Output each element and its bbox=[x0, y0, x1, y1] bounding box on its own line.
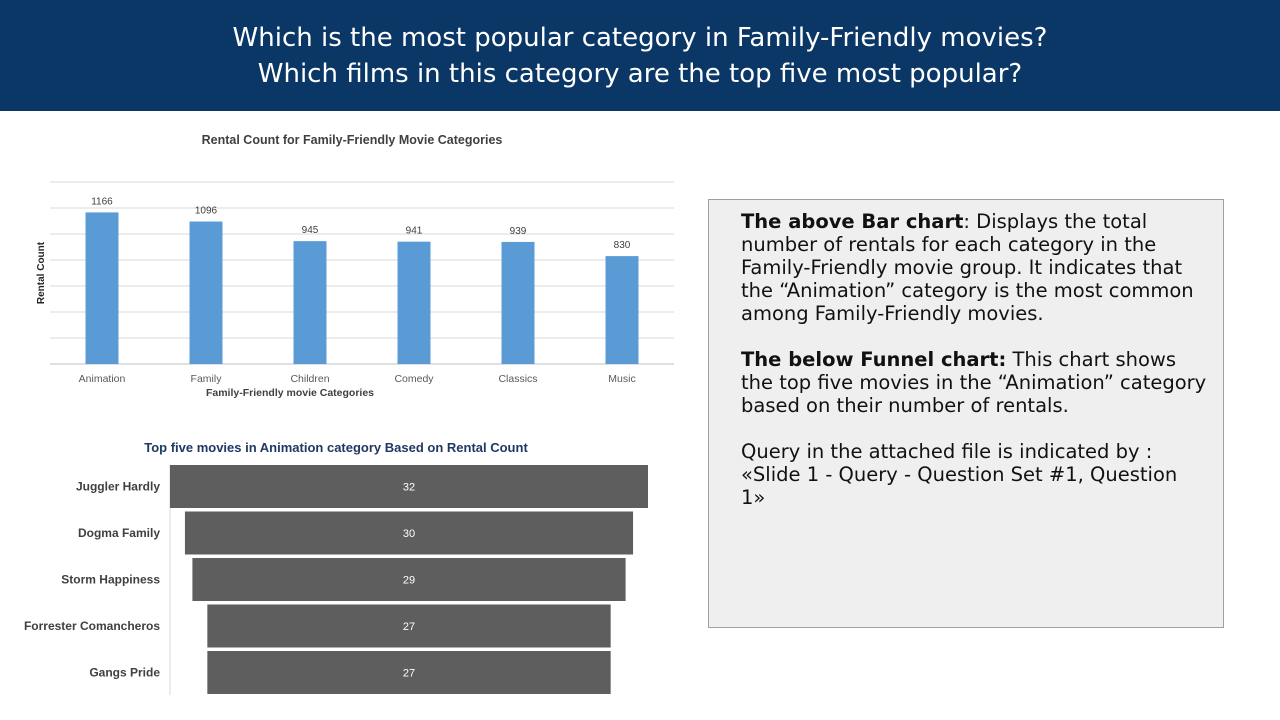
funnel-category-label: Forrester Comancheros bbox=[24, 619, 160, 633]
bar-data-label: 1096 bbox=[195, 206, 218, 217]
funnel-description: The below Funnel chart: This chart shows… bbox=[741, 348, 1207, 417]
description-box: The above Bar chart: Displays the total … bbox=[708, 199, 1224, 628]
funnel-description-heading: The below Funnel chart: bbox=[741, 348, 1007, 371]
funnel-data-label: 30 bbox=[403, 528, 415, 540]
funnel-bar bbox=[170, 465, 648, 508]
title-banner: Which is the most popular category in Fa… bbox=[0, 0, 1280, 111]
funnel-category-label: Storm Happiness bbox=[61, 573, 160, 587]
bar-category-label: Classics bbox=[498, 373, 537, 385]
funnel-description-text: This chart shows the top five movies in … bbox=[741, 348, 1207, 417]
funnel-data-label: 29 bbox=[403, 575, 415, 587]
funnel-category-label: Juggler Hardly bbox=[76, 480, 160, 494]
funnel-category-label: Gangs Pride bbox=[89, 666, 160, 680]
funnel-bar bbox=[184, 511, 634, 555]
bar-music bbox=[605, 256, 639, 364]
bar-family bbox=[189, 221, 223, 364]
bar-category-label: Music bbox=[608, 373, 635, 385]
bar-description-heading: The above Bar chart bbox=[741, 210, 964, 233]
query-note: Query in the attached file is indicated … bbox=[741, 440, 1178, 509]
bar-data-label: 945 bbox=[302, 225, 319, 236]
bar-animation bbox=[85, 212, 119, 364]
funnel-data-label: 27 bbox=[403, 668, 415, 680]
funnel-data-label: 32 bbox=[403, 482, 415, 494]
funnel-bar bbox=[192, 558, 626, 601]
bar-description: The above Bar chart: Displays the total … bbox=[741, 210, 1207, 325]
bar-category-label: Children bbox=[290, 373, 329, 385]
title-line-2: Which films in this category are the top… bbox=[257, 58, 1023, 89]
bar-data-label: 1166 bbox=[91, 196, 113, 207]
title-line-1: Which is the most popular category in Fa… bbox=[232, 22, 1048, 53]
bar-category-label: Family bbox=[191, 373, 223, 385]
bar-classics bbox=[501, 241, 535, 364]
funnel-bar bbox=[207, 604, 611, 648]
bar-category-label: Comedy bbox=[394, 373, 434, 385]
bar-data-label: 941 bbox=[406, 226, 423, 237]
bar-category-label: Animation bbox=[79, 373, 126, 385]
funnel-chart-title: Top five movies in Animation category Ba… bbox=[144, 440, 528, 455]
bar-children bbox=[293, 241, 327, 364]
bar-chart-ylabel: Rental Count bbox=[36, 241, 47, 304]
bar-chart: Rental Count for Family-Friendly Movie C… bbox=[36, 133, 674, 399]
bar-data-label: 830 bbox=[614, 240, 631, 251]
bar-chart-title: Rental Count for Family-Friendly Movie C… bbox=[202, 133, 503, 147]
bar-comedy bbox=[397, 241, 431, 364]
funnel-data-label: 27 bbox=[403, 621, 415, 633]
bar-description-text: : Displays the total number of rentals f… bbox=[741, 210, 1194, 325]
funnel-category-label: Dogma Family bbox=[78, 526, 160, 540]
funnel-chart: Top five movies in Animation category Ba… bbox=[24, 440, 648, 695]
funnel-bar bbox=[207, 651, 611, 694]
bar-data-label: 939 bbox=[510, 226, 527, 237]
bar-chart-xlabel: Family-Friendly movie Categories bbox=[206, 387, 374, 399]
